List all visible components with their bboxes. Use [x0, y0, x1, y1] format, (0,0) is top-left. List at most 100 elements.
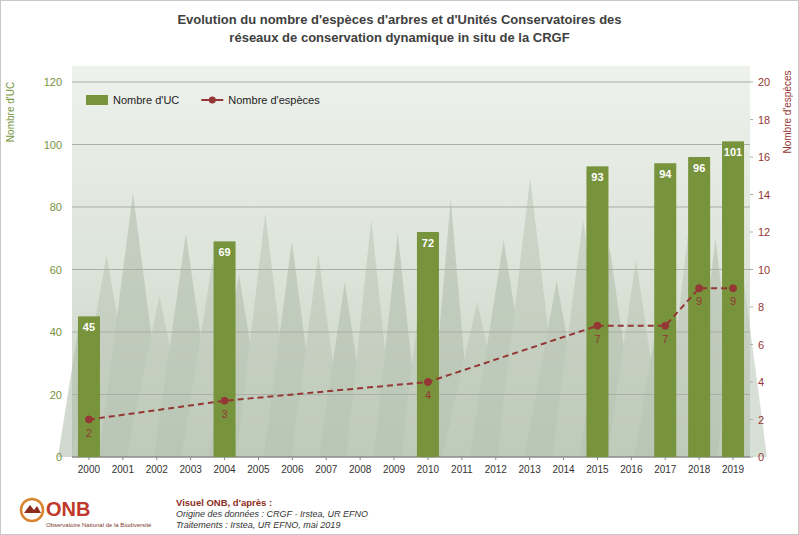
title-line: Evolution du nombre d'espèces d'arbres e…	[177, 12, 621, 27]
frame	[1, 1, 799, 535]
line-label: 7	[594, 333, 600, 345]
y2-tick	[750, 157, 753, 158]
grid-line	[72, 82, 750, 83]
line-label: 2	[86, 427, 92, 439]
y2-tick-label: 10	[758, 264, 770, 276]
y2-tick-label: 6	[758, 339, 764, 351]
marks	[78, 141, 744, 457]
y2-tick-label: 16	[758, 151, 770, 163]
x-tick-label: 2003	[180, 464, 203, 475]
bar-label: 45	[83, 321, 95, 333]
y2-tick	[750, 307, 753, 308]
grid-line	[72, 207, 750, 208]
line-marker	[662, 322, 669, 329]
y-tick-label: 20	[50, 389, 62, 401]
grid-line	[72, 144, 750, 145]
y2-tick-label: 12	[758, 226, 770, 238]
bar	[654, 163, 676, 457]
line-marker	[85, 416, 92, 423]
y2-tick	[750, 269, 753, 270]
plot-background	[72, 66, 750, 457]
x-tick-label: 2001	[112, 464, 135, 475]
bar	[78, 316, 100, 457]
x-tick-label: 2004	[213, 464, 236, 475]
line-marker	[696, 285, 703, 292]
grid-line	[72, 269, 750, 270]
bar-label: 94	[659, 168, 672, 180]
y-tick-label: 0	[56, 451, 62, 463]
grid-line	[72, 394, 750, 395]
y2-tick-label: 0	[758, 451, 764, 463]
y2-tick-label: 14	[758, 189, 770, 201]
legend-swatch	[86, 95, 108, 105]
x-tick-label: 2013	[519, 464, 542, 475]
y-tick-label: 100	[44, 139, 62, 151]
y-tick-label: 60	[50, 264, 62, 276]
line-marker	[730, 285, 737, 292]
x-tick-label: 2017	[654, 464, 677, 475]
x-tick-label: 2019	[722, 464, 745, 475]
line-marker	[424, 379, 431, 386]
grid	[72, 82, 750, 457]
footer: ONB Observatoire National de la Biodivers…	[21, 497, 368, 530]
x-tick-label: 2016	[620, 464, 643, 475]
title: Evolution du nombre d'espèces d'arbres e…	[177, 12, 621, 45]
bar	[586, 166, 608, 457]
line-label: 3	[221, 408, 227, 420]
x-axis-line	[72, 457, 750, 458]
bar	[417, 232, 439, 457]
logo-text: ONB	[46, 498, 90, 520]
y2-tick-label: 4	[758, 376, 764, 388]
y-tick-label: 40	[50, 326, 62, 338]
bar	[688, 157, 710, 457]
legend: Nombre d'UC Nombre d'espèces	[86, 94, 320, 106]
bar	[722, 141, 744, 457]
logo: ONB Observatoire National de la Biodivers…	[21, 498, 152, 528]
source-head: Visuel ONB, d'après :	[176, 497, 272, 508]
x-tick-label: 2005	[247, 464, 270, 475]
x-tick-label: 2008	[349, 464, 372, 475]
x-tick-label: 2011	[451, 464, 473, 475]
x-tick-label: 2015	[586, 464, 609, 475]
line-label: 9	[730, 295, 736, 307]
logo-subtitle: Observatoire National de la Biodiversité	[46, 522, 152, 528]
tree	[58, 317, 102, 457]
x-tick-label: 2014	[552, 464, 575, 475]
legend-label: Nombre d'UC	[113, 94, 179, 106]
bar-label: 69	[218, 246, 230, 258]
y2-tick	[750, 344, 753, 345]
line-label: 9	[696, 295, 702, 307]
y2-axis-title: Nombre d'espèces	[782, 70, 793, 153]
x-tick-label: 2002	[146, 464, 169, 475]
y-tick-label: 80	[50, 201, 62, 213]
y2-tick	[750, 232, 753, 233]
y2-tick-label: 20	[758, 76, 770, 88]
x-tick-label: 2010	[417, 464, 440, 475]
line-marker	[594, 322, 601, 329]
y2-tick	[750, 194, 753, 195]
bar	[214, 241, 236, 457]
grid-line	[72, 457, 750, 458]
x-tick-label: 2000	[78, 464, 101, 475]
x-tick-label: 2006	[281, 464, 304, 475]
data-labels: 4569729394961012347799	[83, 146, 742, 438]
y-axis-title: Nombre d'UC	[5, 82, 16, 142]
bar-label: 101	[724, 146, 742, 158]
source-processing: Traitements : Irstea, UR EFNO, mai 2019	[176, 520, 340, 530]
y-tick-label: 120	[44, 76, 62, 88]
logo-ring	[21, 499, 43, 521]
y2-tick	[750, 119, 753, 120]
y2-tick	[750, 382, 753, 383]
bar-label: 96	[693, 162, 705, 174]
y2-tick-label: 18	[758, 114, 770, 126]
source-origin: Origine des données : CRGF - Irstea, UR …	[176, 509, 368, 519]
x-tick-label: 2007	[315, 464, 338, 475]
x-tick-label: 2009	[383, 464, 406, 475]
logo-shape	[24, 505, 41, 513]
bar-label: 93	[591, 171, 603, 183]
line-marker	[221, 397, 228, 404]
line-label: 4	[425, 389, 431, 401]
y2-tick	[750, 457, 753, 458]
legend-label: Nombre d'espèces	[228, 94, 320, 106]
legend-swatch	[209, 97, 216, 104]
